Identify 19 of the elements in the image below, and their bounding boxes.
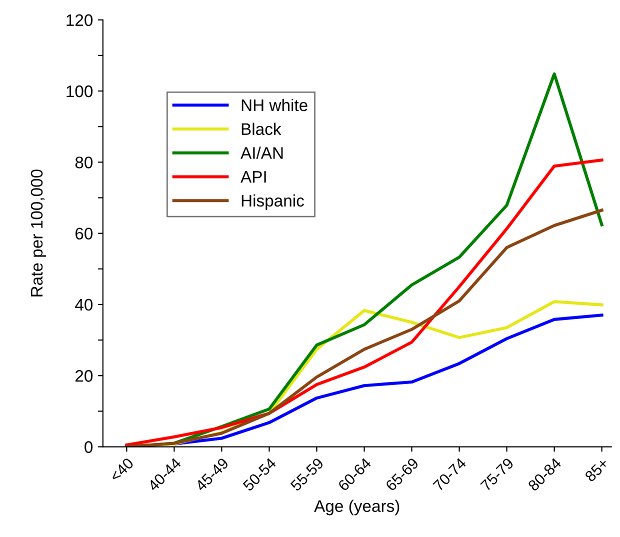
line-series xyxy=(125,208,604,447)
legend-label: AI/AN xyxy=(240,146,283,159)
y-axis-title: Rate per 100,000 xyxy=(30,170,46,296)
y-tick-label: 120 xyxy=(66,14,93,26)
legend-label: NH white xyxy=(242,98,308,112)
legend-label: API xyxy=(240,171,266,183)
y-tick-label: 20 xyxy=(76,370,93,382)
x-tick-label: <40 xyxy=(109,457,134,482)
line-series xyxy=(125,158,604,447)
legend-label: Hispanic xyxy=(242,194,304,210)
y-tick-label: 0 xyxy=(84,441,93,453)
y-tick-label: 80 xyxy=(75,156,93,168)
y-tick-label: 100 xyxy=(66,85,93,98)
y-tick-label: 60 xyxy=(76,228,93,240)
x-axis-title: Age (years) xyxy=(314,500,400,516)
x-tick-label: 85+ xyxy=(584,457,610,482)
line-series xyxy=(172,314,604,446)
y-tick-label: 40 xyxy=(75,298,93,311)
legend-label: Black xyxy=(242,122,282,136)
